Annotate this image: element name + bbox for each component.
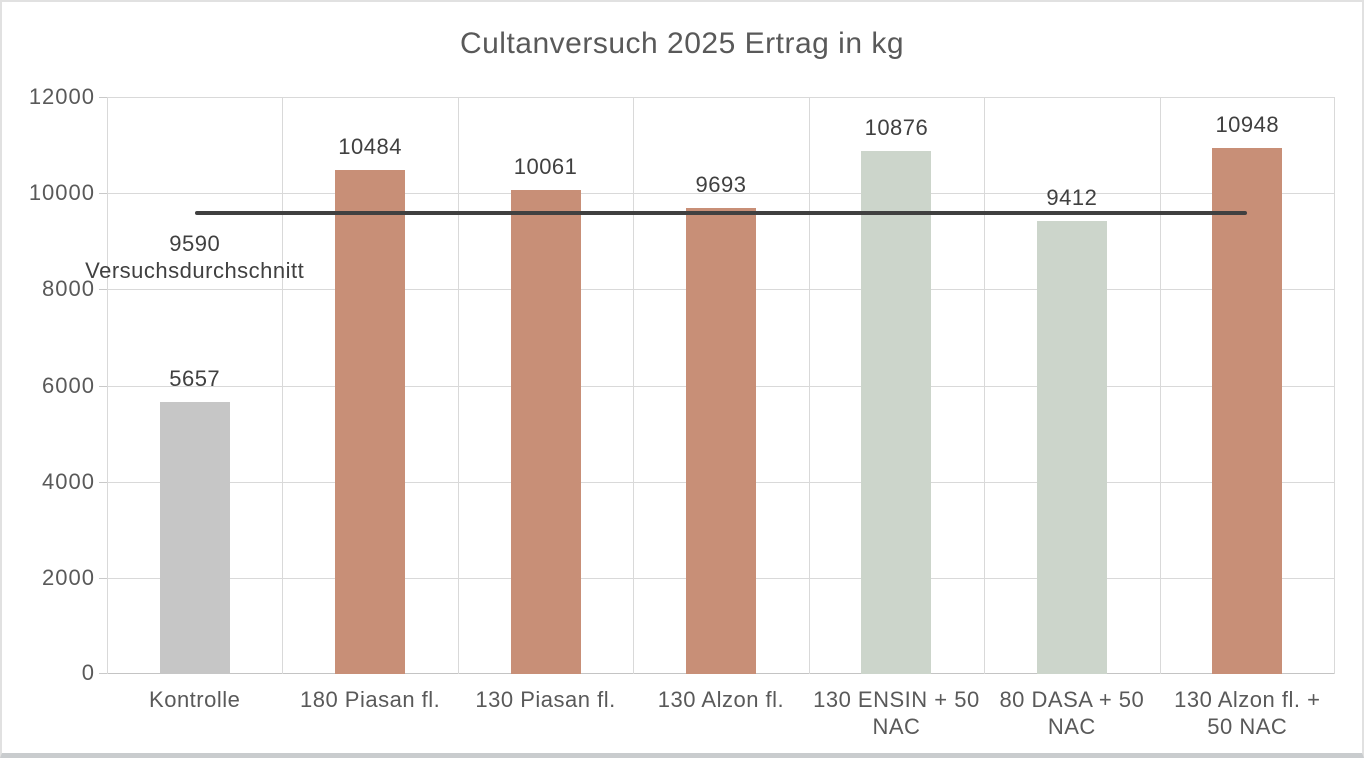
y-axis-tick	[99, 289, 107, 291]
y-axis-tick	[99, 385, 107, 387]
chart-title: Cultanversuch 2025 Ertrag in kg	[459, 27, 905, 60]
x-axis-label: 130 ENSIN + 50 NAC	[813, 687, 980, 739]
bar	[335, 169, 406, 674]
bar	[510, 190, 581, 674]
bar	[686, 207, 756, 674]
average-line-annotation: 9590 Versuchsdurchschnitt	[85, 230, 305, 283]
y-axis-label: 2000	[42, 564, 95, 590]
y-axis-tick	[99, 673, 107, 674]
y-axis-label: 12000	[28, 84, 95, 109]
y-axis-tick	[99, 193, 107, 195]
y-axis-label: 8000	[42, 276, 95, 302]
x-gridline	[633, 97, 634, 674]
bar-value-label: 10876	[864, 115, 929, 141]
x-axis-label: 80 DASA + 50 NAC	[999, 687, 1145, 739]
x-gridline	[458, 97, 459, 674]
y-axis-label: 0	[81, 660, 95, 685]
x-gridline	[809, 97, 810, 674]
bar	[159, 401, 230, 674]
y-axis-tick	[99, 97, 107, 98]
y-axis-label: 4000	[42, 468, 95, 494]
y-axis-tick	[99, 577, 107, 579]
x-axis-label: 130 Piasan fl.	[475, 687, 616, 712]
bar	[1212, 147, 1283, 674]
bar-value-label: 10948	[1215, 111, 1280, 137]
x-gridline	[984, 97, 985, 674]
x-axis-label: 130 Alzon fl. + 50 NAC	[1174, 687, 1321, 739]
y-axis-label: 10000	[28, 180, 95, 206]
x-gridline	[1160, 97, 1161, 674]
y-axis-tick	[99, 481, 107, 483]
x-gridline	[107, 97, 108, 674]
x-axis-label: Kontrolle	[149, 687, 241, 712]
y-axis-label: 6000	[42, 372, 95, 398]
bar-value-label: 10061	[513, 154, 578, 180]
y-gridline	[107, 193, 1335, 195]
bar	[1036, 221, 1107, 674]
bar-value-label: 5657	[169, 365, 221, 391]
plot-area: 5657 10484 10061 9693 10876 9412 10948 9590 Ver…	[85, 97, 1335, 674]
y-gridline	[107, 97, 1335, 98]
x-axis-label: 130 Alzon fl.	[657, 687, 785, 712]
bar-value-label: 9412	[1046, 185, 1098, 211]
x-gridline	[282, 97, 283, 674]
x-gridline	[1334, 97, 1335, 674]
bar-value-label: 9693	[695, 171, 747, 197]
bar	[861, 151, 932, 674]
x-axis-label: 180 Piasan fl.	[299, 687, 441, 712]
average-line	[194, 210, 1248, 215]
bar-value-label: 10484	[338, 133, 402, 159]
